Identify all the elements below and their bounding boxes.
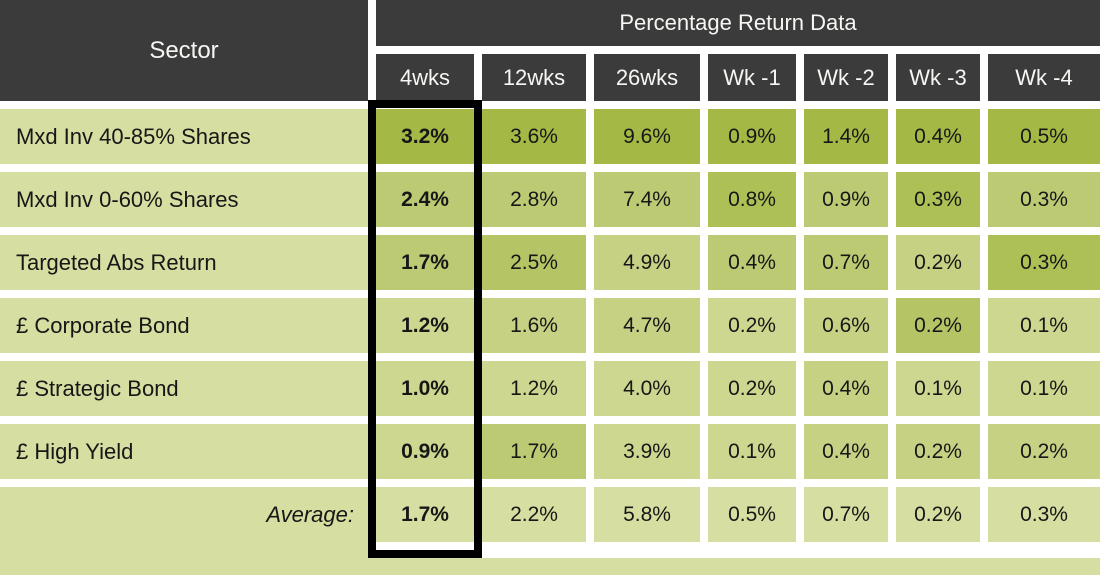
table-cell: 2.8%	[482, 172, 586, 227]
sector-label: Mxd Inv 0-60% Shares	[0, 172, 368, 227]
table-cell: 1.2%	[482, 361, 586, 416]
table-cell: 3.2%	[376, 109, 474, 164]
table-cell: 0.4%	[804, 361, 888, 416]
table-cell: 0.2%	[708, 298, 796, 353]
table-cell: 1.7%	[482, 424, 586, 479]
table-cell: 0.7%	[804, 235, 888, 290]
sector-label: Targeted Abs Return	[0, 235, 368, 290]
table-cell: 7.4%	[594, 172, 700, 227]
table-cell: 0.1%	[708, 424, 796, 479]
table-cell: 2.4%	[376, 172, 474, 227]
table-cell: 1.7%	[376, 235, 474, 290]
column-header-26wks: 26wks	[594, 54, 700, 101]
average-cell: 0.5%	[708, 487, 796, 542]
table-cell: 0.6%	[804, 298, 888, 353]
table-cell: 9.6%	[594, 109, 700, 164]
sector-column-header: Sector	[0, 0, 368, 101]
average-cell: 0.3%	[988, 487, 1100, 542]
table-cell: 0.4%	[804, 424, 888, 479]
column-header-wk-2: Wk -2	[804, 54, 888, 101]
table-cell: 4.0%	[594, 361, 700, 416]
table-cell: 0.1%	[896, 361, 980, 416]
column-header-wk-4: Wk -4	[988, 54, 1100, 101]
table-cell: 3.6%	[482, 109, 586, 164]
table-cell: 4.7%	[594, 298, 700, 353]
table-cell: 0.9%	[708, 109, 796, 164]
column-header-wk-3: Wk -3	[896, 54, 980, 101]
table-cell: 0.2%	[988, 424, 1100, 479]
column-header-12wks: 12wks	[482, 54, 586, 101]
sector-label: £ Corporate Bond	[0, 298, 368, 353]
column-header-wk-1: Wk -1	[708, 54, 796, 101]
average-cell: 5.8%	[594, 487, 700, 542]
table-cell: 1.2%	[376, 298, 474, 353]
table-cell: 0.3%	[988, 235, 1100, 290]
table-cell: 0.2%	[896, 298, 980, 353]
footer-strip	[0, 558, 1100, 575]
table-cell: 0.5%	[988, 109, 1100, 164]
sector-label: £ Strategic Bond	[0, 361, 368, 416]
table-cell: 4.9%	[594, 235, 700, 290]
table-cell: 0.4%	[896, 109, 980, 164]
average-cell: 0.2%	[896, 487, 980, 542]
table-cell: 3.9%	[594, 424, 700, 479]
table-cell: 1.4%	[804, 109, 888, 164]
table-cell: 0.9%	[376, 424, 474, 479]
table-cell: 2.5%	[482, 235, 586, 290]
table-cell: 1.6%	[482, 298, 586, 353]
column-header-4wks: 4wks	[376, 54, 474, 101]
table-cell: 0.9%	[804, 172, 888, 227]
table-cell: 0.3%	[988, 172, 1100, 227]
table-cell: 0.2%	[708, 361, 796, 416]
average-cell: 0.7%	[804, 487, 888, 542]
table-cell: 0.2%	[896, 424, 980, 479]
table-cell: 0.1%	[988, 298, 1100, 353]
group-header: Percentage Return Data	[376, 0, 1100, 46]
average-cell: 2.2%	[482, 487, 586, 542]
sector-label: £ High Yield	[0, 424, 368, 479]
table-cell: 0.4%	[708, 235, 796, 290]
average-cell: 1.7%	[376, 487, 474, 542]
sector-label: Mxd Inv 40-85% Shares	[0, 109, 368, 164]
table-cell: 0.3%	[896, 172, 980, 227]
average-row-label: Average:	[0, 487, 368, 542]
table-cell: 0.8%	[708, 172, 796, 227]
table-grid: Sector Percentage Return Data 4wks 12wks…	[0, 0, 1100, 542]
table-cell: 0.2%	[896, 235, 980, 290]
table-cell: 1.0%	[376, 361, 474, 416]
table-cell: 0.1%	[988, 361, 1100, 416]
